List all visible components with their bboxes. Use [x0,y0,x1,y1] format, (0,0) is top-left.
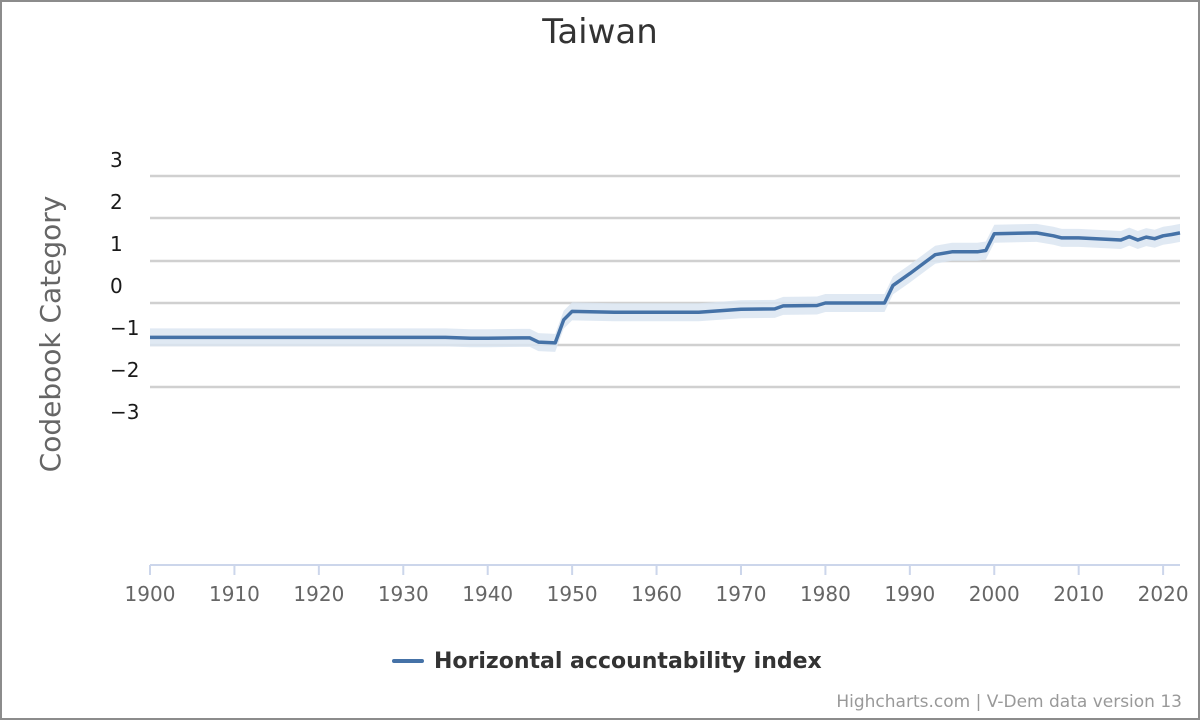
series-uncertainty-band [150,223,1180,352]
x-tick-label: 1900 [125,582,176,606]
data-point[interactable] [973,248,981,256]
data-point[interactable] [982,247,990,255]
data-point[interactable] [821,299,829,307]
y-tick-label: 0 [110,274,123,298]
data-point[interactable] [568,307,576,315]
legend-label: Horizontal accountability index [434,648,822,674]
x-tick-label: 1970 [716,582,767,606]
y-tick-label: −1 [110,316,139,340]
y-axis-ticks: 3 2 1 0 −1 −2 −3 [110,148,139,424]
data-point[interactable] [906,270,914,278]
x-tick-label: 1930 [378,582,429,606]
data-point[interactable] [990,230,998,238]
x-tick-label: 2020 [1138,582,1189,606]
data-point[interactable] [653,308,661,316]
data-point[interactable] [931,251,939,259]
data-point[interactable] [889,281,897,289]
series-line-layer [146,229,1184,347]
data-point[interactable] [1159,232,1167,240]
data-point[interactable] [534,338,542,346]
x-tick-label: 1920 [293,582,344,606]
x-tick-label: 1940 [462,582,513,606]
legend-swatch [392,659,424,663]
data-point[interactable] [1151,235,1159,243]
data-point[interactable] [948,248,956,256]
data-point[interactable] [518,334,526,342]
data-point[interactable] [399,333,407,341]
data-point[interactable] [1075,234,1083,242]
data-point[interactable] [923,257,931,265]
x-tick-label: 2000 [969,582,1020,606]
data-point[interactable] [526,334,534,342]
chart-title: Taiwan [542,12,658,52]
data-point[interactable] [442,333,450,341]
data-point[interactable] [1168,231,1176,239]
series-line[interactable] [150,231,1181,345]
data-point[interactable] [188,333,196,341]
data-point[interactable] [1142,233,1150,241]
gridlines [150,174,1180,566]
x-tick-label: 1980 [800,582,851,606]
data-point[interactable] [357,333,365,341]
x-tick-label: 1990 [884,582,935,606]
y-axis-title: Codebook Category [34,196,67,473]
y-tick-label: −3 [110,400,139,424]
data-point[interactable] [737,305,745,313]
data-point[interactable] [771,305,779,313]
x-tick-label: 1910 [209,582,260,606]
data-point[interactable] [881,299,889,307]
data-point[interactable] [146,333,154,341]
x-tick-label: 1960 [631,582,682,606]
data-point[interactable] [847,299,855,307]
data-point[interactable] [230,333,238,341]
data-point[interactable] [813,302,821,310]
data-point[interactable] [551,339,559,347]
data-point[interactable] [560,316,568,324]
data-point[interactable] [779,302,787,310]
y-tick-label: −2 [110,358,139,382]
data-point[interactable] [1176,229,1184,237]
y-tick-label: 2 [110,190,123,214]
x-axis-ticks: 1900 1910 1920 1930 1940 1950 1960 1970 1980 1990… [125,565,1189,606]
data-point[interactable] [1134,236,1142,244]
uncertainty-band-layer [150,223,1180,352]
data-point[interactable] [1049,232,1057,240]
data-point[interactable] [273,333,281,341]
data-point[interactable] [315,333,323,341]
data-point[interactable] [467,334,475,342]
data-point[interactable] [695,308,703,316]
data-point[interactable] [1058,234,1066,242]
legend-item[interactable]: Horizontal accountability index [392,646,822,676]
y-tick-label: 1 [110,232,123,256]
x-tick-label: 2010 [1053,582,1104,606]
credits-text[interactable]: Highcharts.com | V-Dem data version 13 [836,692,1182,712]
data-point[interactable] [484,334,492,342]
y-tick-label: 3 [110,148,123,172]
data-point[interactable] [610,308,618,316]
data-point[interactable] [1117,236,1125,244]
data-point[interactable] [1125,233,1133,241]
x-tick-label: 1950 [547,582,598,606]
data-point[interactable] [1033,229,1041,237]
